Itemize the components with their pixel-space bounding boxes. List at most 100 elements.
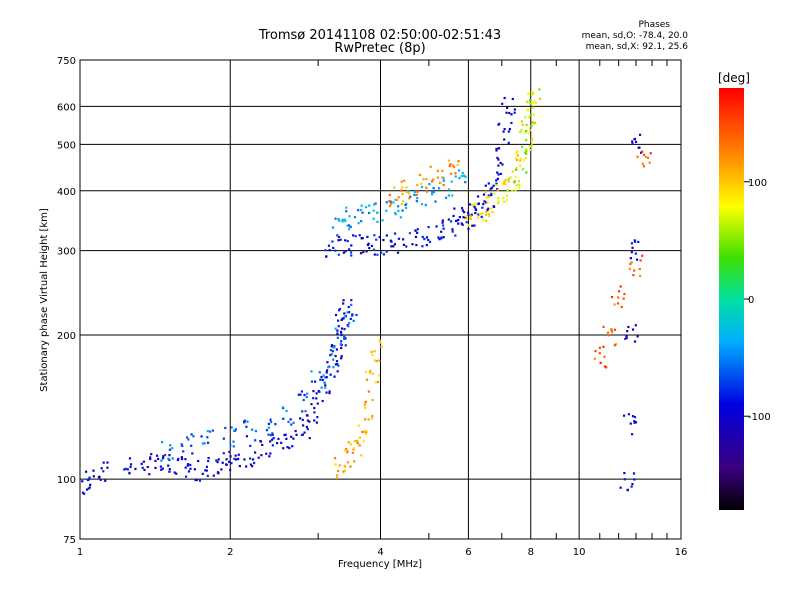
data-point [527,116,531,119]
data-point [340,355,343,358]
data-point [367,390,370,393]
data-point [380,345,383,348]
data-point [194,479,197,482]
data-point [336,234,339,237]
data-point [340,334,343,337]
data-point [416,190,419,193]
data-point [171,447,174,450]
data-point [232,440,235,443]
data-point [375,359,378,363]
data-point [490,207,493,210]
data-point [627,325,630,329]
data-point [292,437,295,440]
data-point [447,194,450,197]
data-point [128,457,132,460]
data-point [450,172,453,175]
data-point [607,334,610,337]
data-point [260,454,263,457]
data-point [365,378,369,381]
data-point [324,386,327,389]
data-point [334,354,337,358]
data-point [246,420,249,423]
data-point [203,442,206,445]
data-point [484,184,487,187]
data-point [396,251,400,254]
data-point [269,452,272,455]
data-point [519,164,522,167]
data-point [498,122,501,125]
data-point [431,190,434,193]
data-point [171,457,174,460]
data-point [385,201,388,204]
data-point [631,433,634,436]
phase-stats: Phases mean, sd,O: -78.4, 20.0 mean, sd,… [560,20,688,53]
data-point [501,183,504,186]
data-point [366,235,369,239]
data-point [629,262,632,266]
data-point [385,250,388,253]
data-point [349,465,352,468]
data-point [216,471,220,475]
data-point [628,267,631,270]
data-point [380,251,383,254]
data-point [343,465,347,468]
data-point [186,464,189,467]
data-point [358,444,361,447]
data-point [447,159,451,162]
data-point [490,192,493,195]
colorbar-ticks: 100 0 -100 [744,178,771,423]
data-point [334,463,337,466]
data-point [303,393,306,397]
data-point [350,244,353,247]
data-point [371,353,374,357]
data-point [201,442,204,445]
data-point [349,251,353,254]
data-point [421,235,424,239]
data-point [343,337,346,340]
data-point [128,472,131,475]
data-point [633,240,637,243]
data-point [538,97,542,100]
data-point [167,457,170,460]
data-point [405,190,409,194]
data-point [389,239,392,242]
data-point [624,337,627,340]
data-point [626,330,629,333]
data-point [630,261,633,264]
data-point [360,454,363,457]
data-point [503,96,506,100]
data-point [471,224,474,227]
data-point [633,137,637,141]
data-point [142,460,145,463]
data-point [622,414,626,417]
data-point [362,440,365,443]
data-point [481,212,484,215]
data-point [408,192,411,195]
data-point [502,196,505,200]
data-point [245,425,248,428]
data-point [290,435,293,438]
data-point [339,330,343,333]
data-point [365,250,368,253]
data-point [485,201,488,204]
data-point [175,472,178,475]
data-point [453,207,456,210]
data-point [286,446,289,449]
data-point [488,215,491,218]
data-point [427,238,430,242]
data-point [230,426,233,429]
data-point [526,108,529,111]
data-point [342,470,345,473]
data-point [471,203,474,207]
data-point [267,426,270,429]
data-point [359,208,363,212]
data-point [529,148,532,152]
data-point [439,181,442,185]
data-point [533,100,536,103]
data-point [365,370,368,374]
data-point [81,491,85,494]
data-point [358,234,361,237]
data-point [636,155,639,158]
data-point [598,352,601,355]
data-point [220,468,223,471]
